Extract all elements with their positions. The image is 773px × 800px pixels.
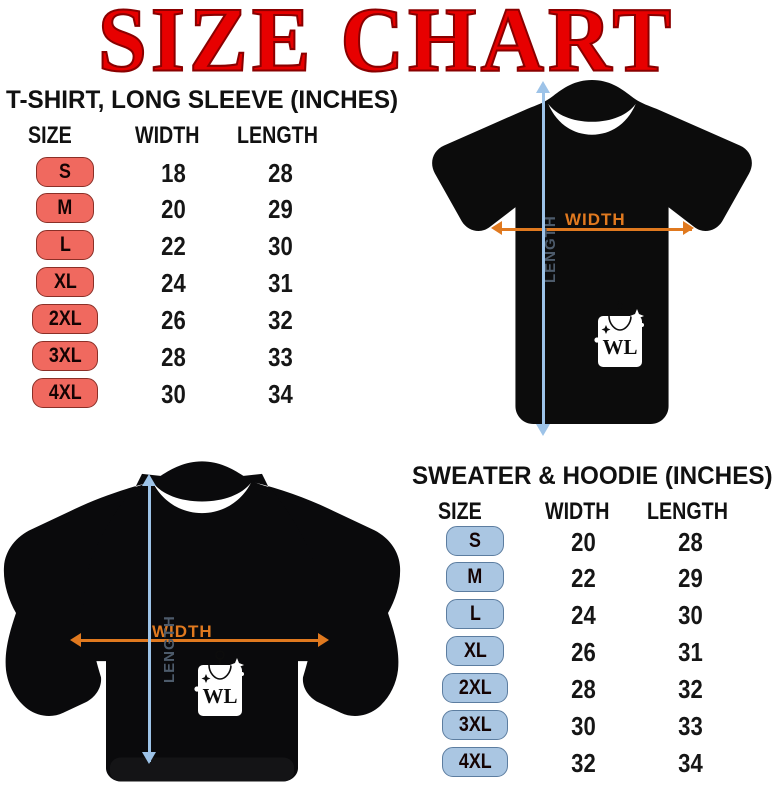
svg-text:WL: WL [602, 335, 637, 359]
svg-text:WL: WL [202, 684, 237, 708]
